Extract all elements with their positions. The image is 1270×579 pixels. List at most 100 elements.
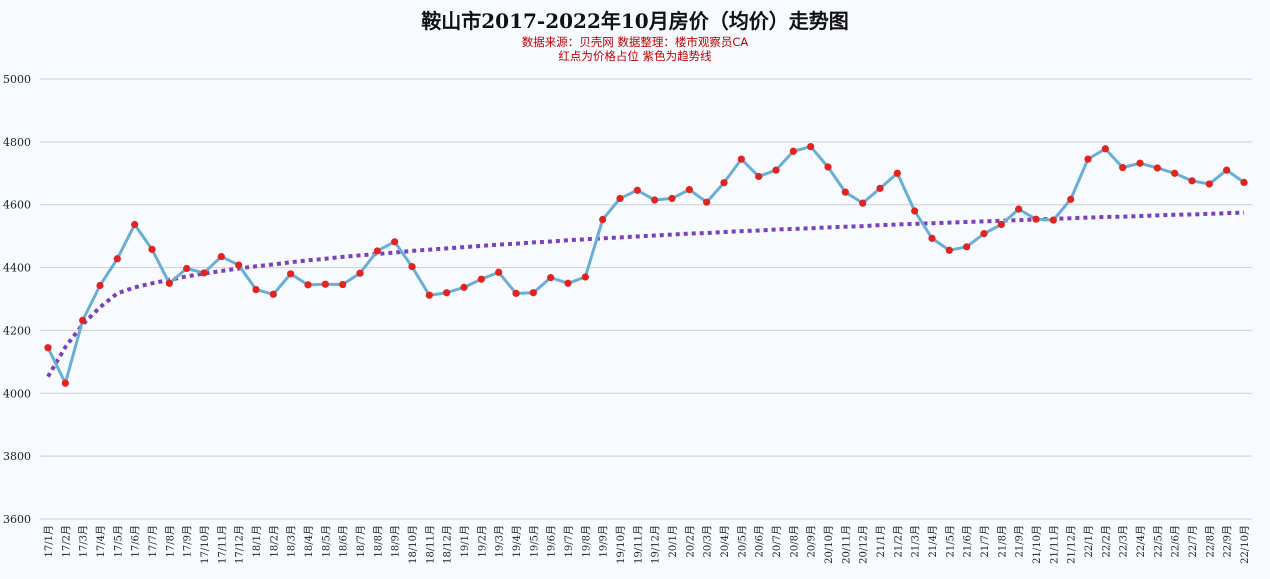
x-tick-label: 21/3月 bbox=[910, 525, 922, 557]
x-tick-label: 20/10月 bbox=[823, 525, 835, 564]
x-tick-label: 18/12月 bbox=[442, 525, 454, 564]
x-tick-label: 17/5月 bbox=[112, 525, 124, 557]
data-point bbox=[1101, 145, 1109, 153]
x-tick-label: 19/11月 bbox=[632, 525, 644, 564]
x-tick-label: 18/4月 bbox=[303, 525, 315, 557]
data-point bbox=[391, 238, 399, 246]
x-tick-label: 20/7月 bbox=[771, 525, 783, 557]
x-tick-label: 17/3月 bbox=[78, 525, 90, 557]
data-point bbox=[789, 147, 797, 155]
x-tick-label: 19/10月 bbox=[615, 525, 627, 564]
y-tick-label: 4200 bbox=[3, 324, 31, 337]
data-point bbox=[1171, 169, 1179, 177]
x-tick-label: 22/2月 bbox=[1100, 525, 1112, 557]
data-point bbox=[235, 261, 243, 269]
x-tick-label: 19/3月 bbox=[494, 525, 506, 557]
data-point bbox=[1223, 166, 1231, 174]
x-tick-label: 20/4月 bbox=[719, 525, 731, 557]
x-tick-label: 22/3月 bbox=[1118, 525, 1130, 557]
x-tick-label: 17/12月 bbox=[234, 525, 246, 564]
y-tick-label: 4800 bbox=[3, 136, 31, 149]
data-point bbox=[911, 207, 919, 215]
x-tick-label: 18/1月 bbox=[251, 525, 263, 557]
x-tick-label: 17/2月 bbox=[60, 525, 72, 557]
x-tick-label: 20/1月 bbox=[667, 525, 679, 557]
x-tick-label: 21/2月 bbox=[892, 525, 904, 557]
x-tick-label: 18/9月 bbox=[390, 525, 402, 557]
x-tick-label: 22/8月 bbox=[1204, 525, 1216, 557]
data-point bbox=[807, 142, 815, 151]
data-point bbox=[720, 179, 728, 187]
data-point bbox=[1205, 180, 1213, 188]
data-point bbox=[131, 220, 139, 229]
data-point bbox=[477, 275, 485, 283]
x-tick-label: 19/12月 bbox=[650, 525, 662, 564]
price-line bbox=[46, 145, 1245, 385]
chart-subtitle-legend-note: 红点为价格占位 紫色为趋势线 bbox=[558, 49, 712, 63]
data-point bbox=[668, 194, 676, 203]
x-tick-label: 17/1月 bbox=[43, 525, 55, 557]
x-tick-label: 17/8月 bbox=[164, 525, 176, 557]
data-point bbox=[1240, 178, 1248, 186]
x-tick-label: 22/1月 bbox=[1083, 525, 1095, 557]
data-point bbox=[44, 344, 52, 352]
data-point bbox=[200, 269, 208, 277]
x-tick-label: 20/5月 bbox=[736, 525, 748, 557]
x-tick-label: 20/8月 bbox=[788, 525, 800, 557]
data-point bbox=[755, 172, 763, 181]
x-tick-label: 20/12月 bbox=[858, 525, 870, 564]
y-tick-label: 4400 bbox=[3, 262, 31, 275]
data-point bbox=[841, 188, 849, 196]
x-tick-label: 21/10月 bbox=[1031, 525, 1043, 564]
data-point bbox=[1153, 164, 1161, 172]
data-point bbox=[651, 196, 659, 204]
data-point bbox=[633, 186, 641, 194]
data-point bbox=[148, 245, 156, 253]
x-tick-label: 17/7月 bbox=[147, 525, 159, 557]
y-tick-label: 4000 bbox=[3, 387, 31, 400]
data-point bbox=[61, 379, 69, 387]
data-point bbox=[495, 268, 503, 276]
x-tick-label: 19/4月 bbox=[511, 525, 523, 557]
data-point bbox=[547, 274, 555, 282]
x-tick-label: 21/11月 bbox=[1048, 525, 1060, 564]
x-tick-label: 22/5月 bbox=[1152, 525, 1164, 557]
chart-subtitle-source: 数据来源：贝壳网 数据整理：楼市观察员CA bbox=[522, 35, 749, 49]
x-tick-label: 19/1月 bbox=[459, 525, 471, 557]
x-tick-label: 19/2月 bbox=[476, 525, 488, 557]
data-point bbox=[356, 269, 364, 277]
data-point bbox=[685, 186, 693, 194]
x-tick-label: 18/2月 bbox=[268, 525, 280, 557]
x-tick-label: 20/9月 bbox=[806, 525, 818, 557]
data-point bbox=[304, 281, 312, 289]
data-point bbox=[443, 289, 451, 297]
x-tick-label: 17/10月 bbox=[199, 525, 211, 564]
y-tick-label: 5000 bbox=[3, 73, 31, 86]
x-tick-label: 21/6月 bbox=[962, 525, 974, 557]
data-point bbox=[963, 243, 971, 251]
data-point bbox=[772, 166, 780, 174]
data-point bbox=[564, 279, 572, 287]
data-point bbox=[893, 169, 901, 177]
data-point bbox=[512, 289, 520, 297]
data-point bbox=[581, 273, 589, 281]
x-tick-label: 20/2月 bbox=[684, 525, 696, 557]
x-tick-label: 19/7月 bbox=[563, 525, 575, 557]
x-tick-label: 22/9月 bbox=[1222, 525, 1234, 557]
data-point bbox=[339, 280, 347, 289]
x-tick-label: 19/8月 bbox=[580, 525, 592, 557]
x-tick-label: 21/4月 bbox=[927, 525, 939, 557]
x-tick-label: 21/5月 bbox=[944, 525, 956, 557]
data-point bbox=[96, 281, 104, 290]
data-point bbox=[321, 280, 329, 288]
x-tick-label: 17/11月 bbox=[216, 525, 228, 564]
data-point bbox=[616, 194, 624, 203]
data-point bbox=[287, 270, 295, 278]
data-point bbox=[737, 155, 745, 163]
y-tick-label: 4600 bbox=[3, 199, 31, 212]
x-tick-label: 18/8月 bbox=[372, 525, 384, 557]
x-tick-label: 22/6月 bbox=[1170, 525, 1182, 557]
x-tick-label: 17/9月 bbox=[182, 525, 194, 557]
data-point bbox=[1067, 195, 1075, 203]
x-tick-label: 20/3月 bbox=[702, 525, 714, 557]
